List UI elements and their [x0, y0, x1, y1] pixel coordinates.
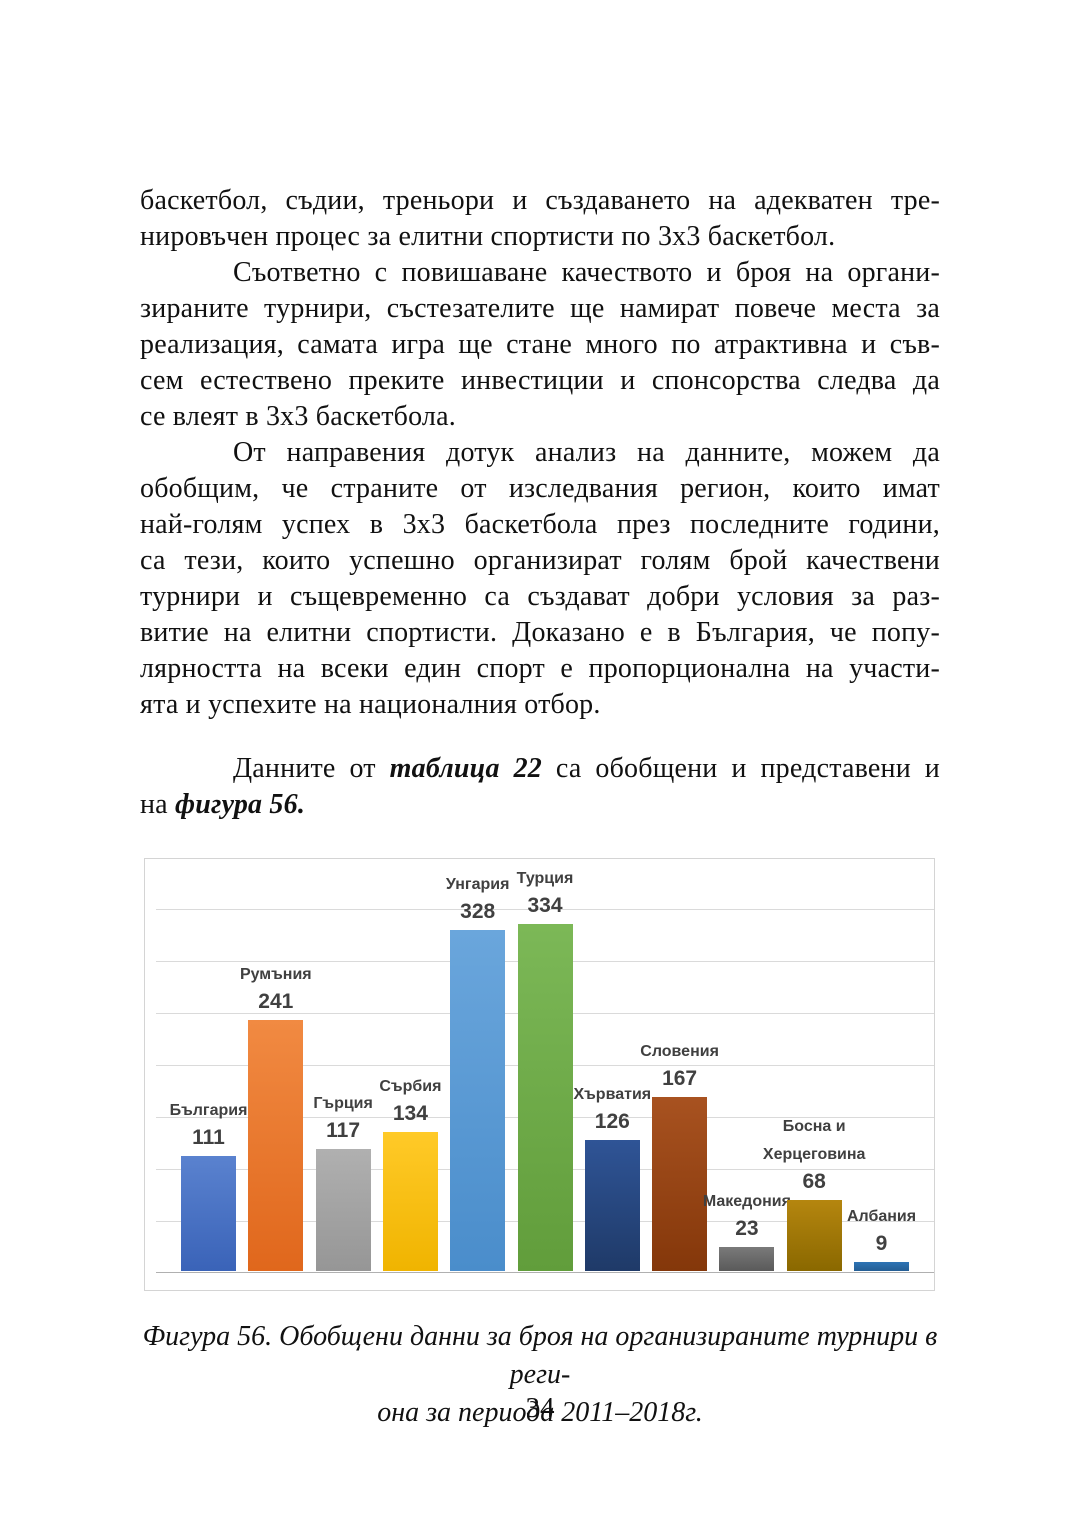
- bar-label-5: Унгария 328: [388, 871, 568, 925]
- bar-5: [450, 929, 506, 1271]
- bar-category-name: Херцеговина: [762, 1146, 866, 1164]
- text-line: реализация, самата игра ще стане много п…: [140, 327, 940, 363]
- text-line: Съответно с повишаване качеството и броя…: [140, 255, 940, 291]
- text-segment: Съответно с повишаване качеството и броя…: [233, 257, 940, 288]
- bar-6: [517, 923, 573, 1271]
- bar-value: 167: [662, 1067, 698, 1091]
- page-number: 34: [525, 1392, 555, 1424]
- text-segment: обобщим, че страните от изследвания реги…: [140, 473, 940, 504]
- bar-value: 334: [527, 893, 563, 917]
- bar-value: 111: [192, 1125, 225, 1149]
- text-segment: Данните от: [233, 753, 390, 784]
- text-line: зираните турнири, състезателите ще намир…: [140, 291, 940, 327]
- text-line: От направения дотук анализ на данните, м…: [140, 435, 940, 471]
- bar-3: [315, 1149, 371, 1271]
- bar-category-name: Босна и: [782, 1118, 846, 1136]
- text-segment: зираните турнири, състезателите ще намир…: [140, 293, 940, 324]
- text-segment: От направения дотук анализ на данните, м…: [233, 437, 940, 468]
- text-segment: се влеят в 3х3 баскетбола.: [140, 401, 456, 432]
- text-line: нировъчен процес за елитни спортисти по …: [140, 219, 940, 255]
- bar-8: [652, 1097, 708, 1271]
- bar-label-9: Македония 23: [657, 1188, 837, 1242]
- bar-label-8: Словения 167: [590, 1038, 770, 1092]
- bar-value: 68: [802, 1170, 826, 1194]
- bar-label-6: Турция 334: [455, 865, 635, 919]
- bar-9: [719, 1247, 775, 1271]
- bar-label-4: Сърбия 134: [320, 1073, 500, 1127]
- text-line: витие на елитни спортисти. Доказано е в …: [140, 615, 940, 651]
- paragraph: баскетбол, съдии, треньори и създаването…: [140, 183, 940, 255]
- bar-category-name: Турция: [516, 869, 574, 887]
- text-segment: витие на елитни спортисти. Доказано е в …: [140, 617, 940, 648]
- bar-label-2: Румъния 241: [186, 961, 366, 1015]
- bar-category-name: Сърбия: [379, 1077, 442, 1095]
- text-line: се влеят в 3х3 баскетбола.: [140, 399, 940, 435]
- figure-56-chart: България 111 Румъния 241 Гърция 117 Сърбия 134 У…: [144, 858, 935, 1291]
- bar-label-11: Албания 9: [792, 1203, 972, 1257]
- text-line: най-голям успех в 3х3 баскетбола през по…: [140, 507, 940, 543]
- bar-value: 328: [460, 899, 496, 923]
- text-segment: реализация, самата игра ще стане много п…: [140, 329, 940, 360]
- bar-value: 23: [735, 1217, 759, 1241]
- text-segment: най-голям успех в 3х3 баскетбола през по…: [140, 509, 940, 540]
- text-line: турнири и същевременно са създават добри…: [140, 579, 940, 615]
- bar-category-name: Словения: [640, 1043, 719, 1061]
- reference-emphasis: таблица 22: [389, 753, 542, 784]
- bar-10: [786, 1200, 842, 1271]
- bar-value: 241: [258, 990, 294, 1014]
- text-line: са тези, които успешно организират голям…: [140, 543, 940, 579]
- bar-label-7: Хърватия 126: [522, 1081, 702, 1135]
- figure-caption: Фигура 56. Обобщени данни за броя на орг…: [140, 1318, 940, 1432]
- text-line: обобщим, че страните от изследвания реги…: [140, 471, 940, 507]
- text-line: баскетбол, съдии, треньори и създаването…: [140, 183, 940, 219]
- bar-value: 117: [326, 1119, 361, 1143]
- text-segment: са тези, които успешно организират голям…: [140, 545, 940, 576]
- bar-category-name: Унгария: [445, 875, 510, 893]
- bar-4: [382, 1131, 438, 1271]
- paragraph: Съответно с повишаване качеството и броя…: [140, 255, 940, 435]
- bar-category-name: България: [169, 1101, 248, 1119]
- bar-category-name: Македония: [702, 1193, 791, 1211]
- bar-category-name: Румъния: [239, 966, 312, 984]
- text-line: ята и успехите на националния отбор.: [140, 687, 940, 723]
- bar-1: [181, 1155, 236, 1271]
- text-line: на фигура 56.: [140, 787, 940, 823]
- text-segment: сем естествено преките инвестиции и спон…: [140, 365, 940, 396]
- text-segment: нировъчен процес за елитни спортисти по …: [140, 221, 836, 252]
- figure-caption-line-2: она за периода 2011–2018г.: [377, 1397, 703, 1428]
- paragraph: От направения дотук анализ на данните, м…: [140, 435, 940, 723]
- text-line: лярността на всеки един спорт е пропорци…: [140, 651, 940, 687]
- paragraph: Данните от таблица 22 са обобщени и пред…: [140, 751, 940, 823]
- bar-label-10: Босна и Херцеговина 68: [724, 1113, 904, 1195]
- figure-caption-line-1: Фигура 56. Обобщени данни за броя на орг…: [142, 1321, 938, 1390]
- text-line: сем естествено преките инвестиции и спон…: [140, 363, 940, 399]
- reference-emphasis: фигура 56.: [175, 789, 306, 820]
- bar-label-1: България 111: [119, 1097, 299, 1151]
- bar-label-3: Гърция 117: [253, 1090, 433, 1144]
- body-text: баскетбол, съдии, треньори и създаването…: [140, 183, 940, 823]
- bar-value: 126: [594, 1109, 630, 1133]
- bar-7: [584, 1139, 640, 1271]
- text-segment: са обобщени и представени и: [541, 753, 940, 784]
- bar-category-name: Албания: [846, 1207, 917, 1225]
- bar-2: [248, 1020, 304, 1271]
- chart-gridline: [156, 909, 934, 910]
- text-segment: на: [140, 789, 176, 820]
- bar-category-name: Гърция: [313, 1095, 373, 1113]
- text-segment: лярността на всеки един спорт е пропорци…: [140, 653, 940, 684]
- bar-value: 134: [392, 1101, 428, 1125]
- bar-category-name: Хърватия: [573, 1085, 652, 1103]
- text-segment: ята и успехите на националния отбор.: [140, 689, 601, 720]
- bar-11: [854, 1261, 909, 1271]
- bar-value: 9: [875, 1231, 888, 1255]
- text-line: Данните от таблица 22 са обобщени и пред…: [140, 751, 940, 787]
- text-segment: баскетбол, съдии, треньори и създаването…: [140, 185, 940, 216]
- chart-x-axis-line: [156, 1272, 934, 1273]
- text-segment: турнири и същевременно са създават добри…: [140, 581, 940, 612]
